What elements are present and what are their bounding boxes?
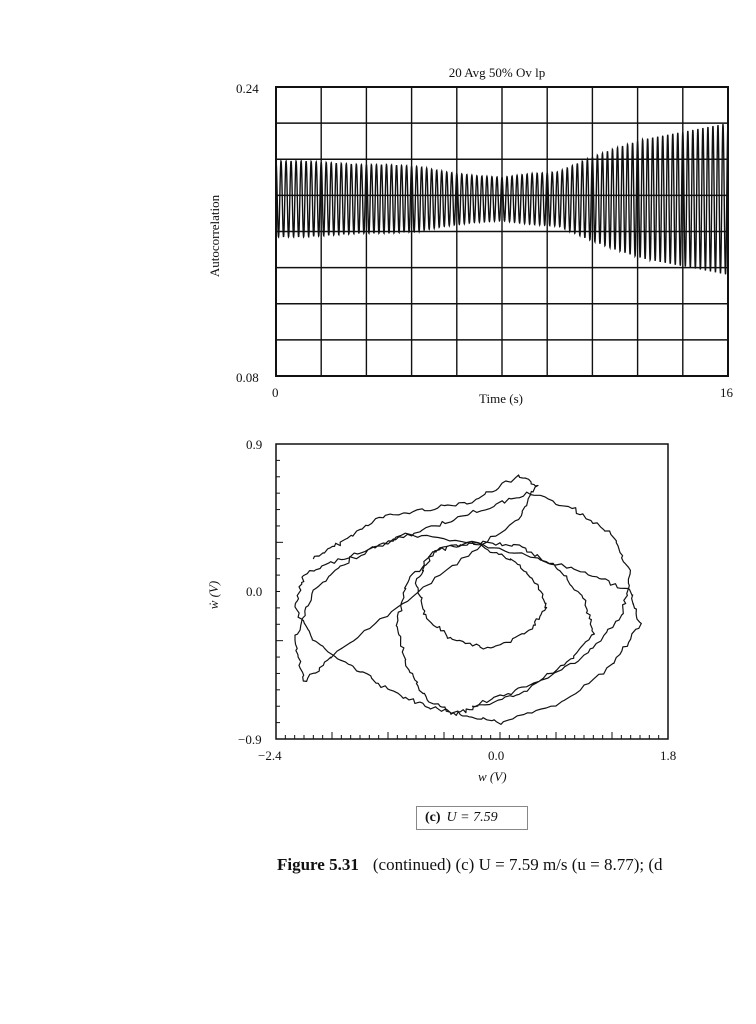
x-tick-0.0: 0.0 bbox=[488, 748, 504, 763]
y-tick-0.9: 0.9 bbox=[246, 437, 262, 452]
y-tick-bottom: 0.08 bbox=[236, 370, 259, 385]
panel-expression: U = 7.59 bbox=[446, 810, 498, 825]
bottom-ticks bbox=[275, 443, 669, 740]
y-tick-minus-0.9: −0.9 bbox=[238, 732, 262, 747]
x-tick-1.8: 1.8 bbox=[660, 748, 676, 763]
figure-caption: Figure 5.31 (continued) (c) U = 7.59 m/s … bbox=[277, 855, 663, 875]
y-axis-label: Autocorrelation bbox=[207, 194, 222, 277]
x-tick-left: 0 bbox=[272, 385, 279, 400]
y-axis-label-wdot: ẇ (V) bbox=[206, 581, 221, 610]
y-tick-top: 0.24 bbox=[236, 81, 259, 96]
chart-title: 20 Avg 50% Ov lp bbox=[449, 65, 546, 80]
panel-letter: (c) bbox=[425, 810, 441, 825]
autocorrelation-series bbox=[275, 123, 729, 275]
x-tick-right: 16 bbox=[720, 385, 734, 400]
top-plot-frame bbox=[275, 86, 729, 377]
x-axis-label: Time (s) bbox=[479, 391, 523, 406]
phase-trajectory bbox=[294, 474, 642, 725]
x-axis-label-w: w (V) bbox=[478, 769, 507, 784]
bottom-plot-frame bbox=[275, 443, 669, 740]
phase-plane-chart: 0.9 0.0 −0.9 −2.4 0.0 1.8 w (V) ẇ (V) bbox=[206, 437, 676, 784]
x-tick-minus-2.4: −2.4 bbox=[258, 748, 282, 763]
y-tick-0.0: 0.0 bbox=[246, 584, 262, 599]
caption-figure-number: Figure 5.31 bbox=[277, 855, 359, 874]
panel-tag: (c) U = 7.59 bbox=[416, 806, 528, 830]
caption-text: (continued) (c) U = 7.59 m/s (u = 8.77);… bbox=[372, 855, 663, 874]
autocorrelation-chart: 20 Avg 50% Ov lp 0.24 0.08 0 16 Time (s)… bbox=[207, 65, 734, 406]
